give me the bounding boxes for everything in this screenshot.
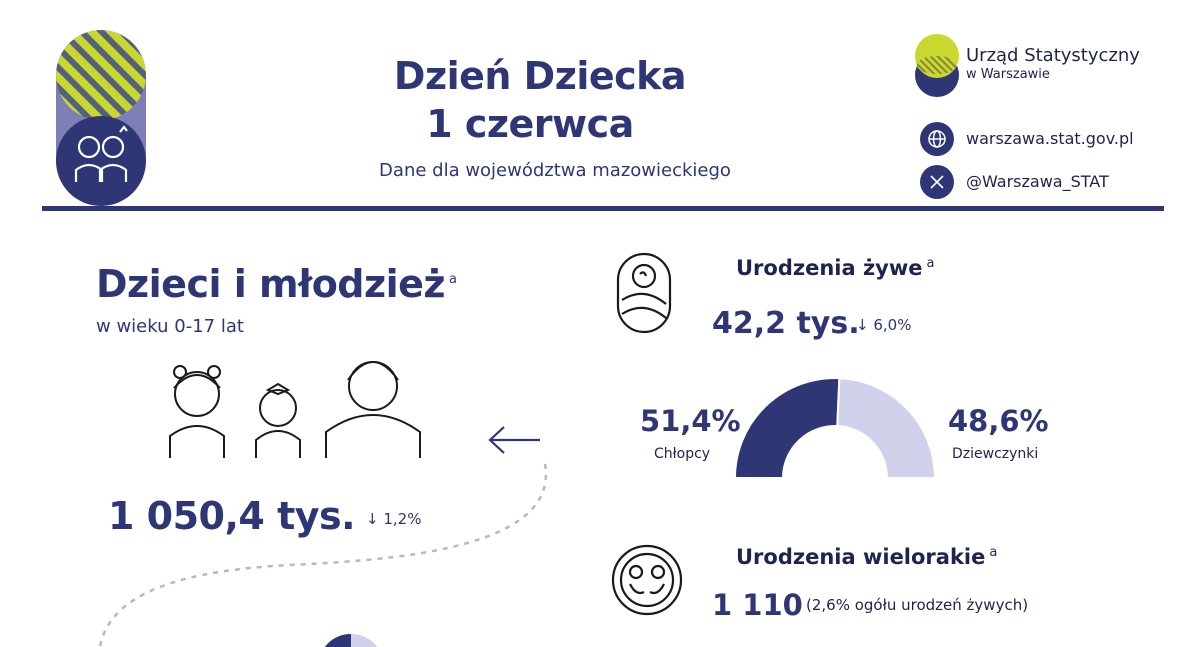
page-date: 1 czerwca (426, 102, 634, 146)
arrow-left-icon (488, 426, 540, 454)
family-icon (74, 125, 128, 182)
children-change: ↓ 1,2% (366, 510, 421, 528)
header-divider (42, 206, 1164, 211)
children-footnote: a (449, 272, 457, 288)
dashed-connector (98, 463, 548, 647)
births-footnote: a (926, 256, 935, 271)
boys-percent: 51,4% (640, 404, 741, 438)
brand-name-line1: Urząd Statystyczny (966, 45, 1140, 66)
girls-percent: 48,6% (948, 404, 1049, 438)
children-title-text: Dzieci i młodzież (96, 262, 446, 306)
social-link[interactable]: @Warszawa_STAT (966, 172, 1109, 191)
girls-label: Dziewczynki (952, 446, 1039, 462)
down-arrow-icon: ↓ (856, 316, 869, 334)
brand-logo-icon (915, 34, 959, 97)
births-title: Urodzenia żywe a (736, 256, 935, 280)
multiple-births-footnote: a (989, 545, 998, 560)
gender-chart (733, 377, 937, 479)
logo-badge-icon (56, 30, 146, 206)
children-icon (169, 361, 421, 458)
births-change: ↓ 6,0% (856, 316, 911, 334)
x-icon (920, 165, 954, 199)
down-arrow-icon: ↓ (366, 510, 379, 528)
brand-name-line2: w Warszawie (966, 67, 1050, 82)
children-title: Dzieci i młodzież a (96, 262, 457, 306)
births-title-text: Urodzenia żywe (736, 256, 923, 280)
page-subtitle: Dane dla województwa mazowieckiego (379, 160, 731, 181)
gender-slice-girls (836, 377, 937, 479)
partial-pie-icon (324, 633, 378, 647)
births-value: 42,2 tys. (712, 306, 860, 341)
births-change-value: 6,0% (873, 316, 912, 334)
multiple-births-title-text: Urodzenia wielorakie (736, 545, 986, 569)
gender-slice-boys (733, 377, 841, 479)
brand-name: Urząd Statystyczny w Warszawie (966, 46, 1140, 84)
children-value: 1 050,4 tys. (108, 494, 356, 538)
boys-label: Chłopcy (654, 446, 711, 462)
multiple-births-note: (2,6% ogółu urodzeń żywych) (806, 596, 1029, 614)
multiple-births-value: 1 110 (712, 588, 803, 622)
baby-icon (616, 252, 672, 334)
website-link[interactable]: warszawa.stat.gov.pl (966, 129, 1134, 148)
children-subtitle: w wieku 0-17 lat (96, 316, 244, 337)
page-title: Dzień Dziecka (393, 54, 687, 98)
twins-icon (611, 544, 683, 616)
multiple-births-title: Urodzenia wielorakie a (736, 545, 997, 569)
globe-icon (920, 122, 954, 156)
children-change-value: 1,2% (383, 510, 422, 528)
